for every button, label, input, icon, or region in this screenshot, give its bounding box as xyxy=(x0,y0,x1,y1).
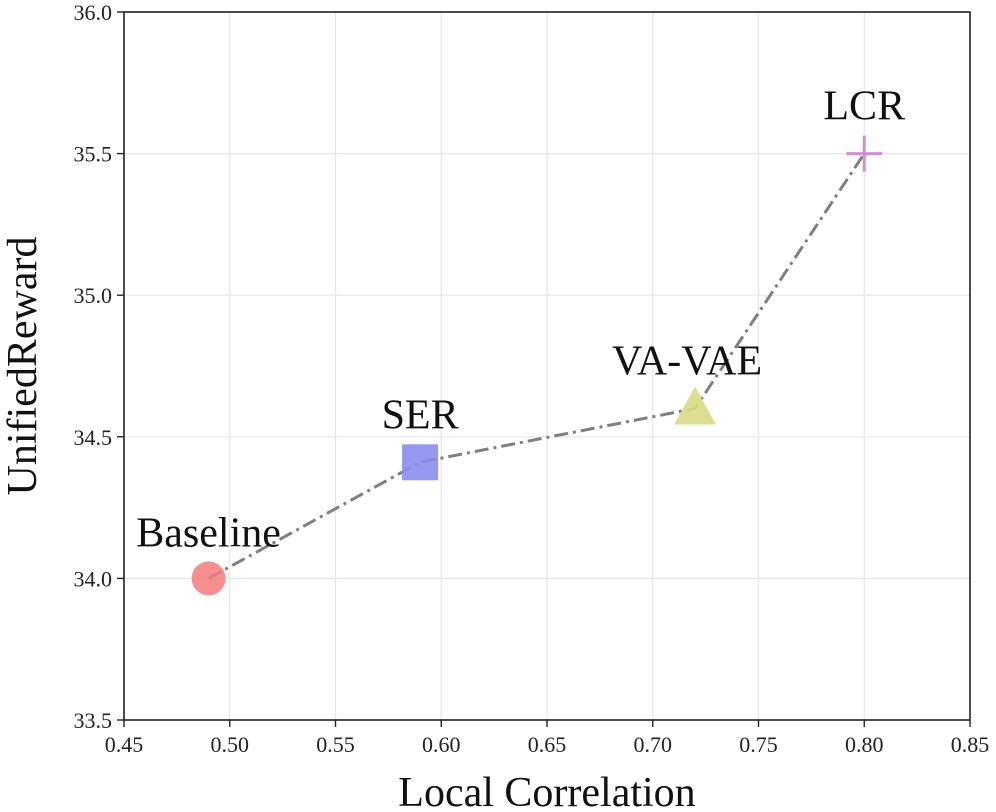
y-tick-label: 35.5 xyxy=(74,142,113,167)
point-label-ser: SER xyxy=(382,392,459,438)
x-tick-label: 0.55 xyxy=(316,732,355,757)
x-axis-title: Local Correlation xyxy=(398,770,695,812)
y-tick-label: 36.0 xyxy=(74,0,113,25)
point-label-baseline: Baseline xyxy=(136,510,281,556)
x-axis-ticks: 0.45 0.50 0.55 0.60 0.65 0.70 0.75 0.80 0.85 xyxy=(105,720,990,757)
point-labels: Baseline SER VA-VAE LCR xyxy=(136,84,905,557)
y-axis-ticks: 33.5 34.0 34.5 35.0 35.5 36.0 xyxy=(74,0,124,733)
y-axis-title: UnifiedReward xyxy=(0,237,46,496)
y-tick-label: 34.0 xyxy=(74,566,113,591)
marker-ser xyxy=(402,444,439,481)
x-tick-label: 0.70 xyxy=(634,732,673,757)
markers xyxy=(191,135,883,596)
marker-lcr xyxy=(846,135,883,172)
point-label-va-vae: VA-VAE xyxy=(612,338,762,384)
marker-va-vae xyxy=(674,386,717,425)
y-tick-label: 33.5 xyxy=(74,708,113,733)
y-tick-label: 35.0 xyxy=(74,283,113,308)
x-tick-label: 0.65 xyxy=(528,732,567,757)
x-tick-label: 0.50 xyxy=(211,732,250,757)
x-tick-label: 0.75 xyxy=(739,732,778,757)
marker-baseline xyxy=(191,561,226,596)
x-tick-label: 0.85 xyxy=(951,732,990,757)
x-tick-label: 0.60 xyxy=(422,732,461,757)
point-label-lcr: LCR xyxy=(823,84,905,130)
x-tick-label: 0.80 xyxy=(845,732,884,757)
y-tick-label: 34.5 xyxy=(74,425,113,450)
x-tick-label: 0.45 xyxy=(105,732,144,757)
grid xyxy=(123,11,971,721)
trend-line xyxy=(207,152,866,580)
